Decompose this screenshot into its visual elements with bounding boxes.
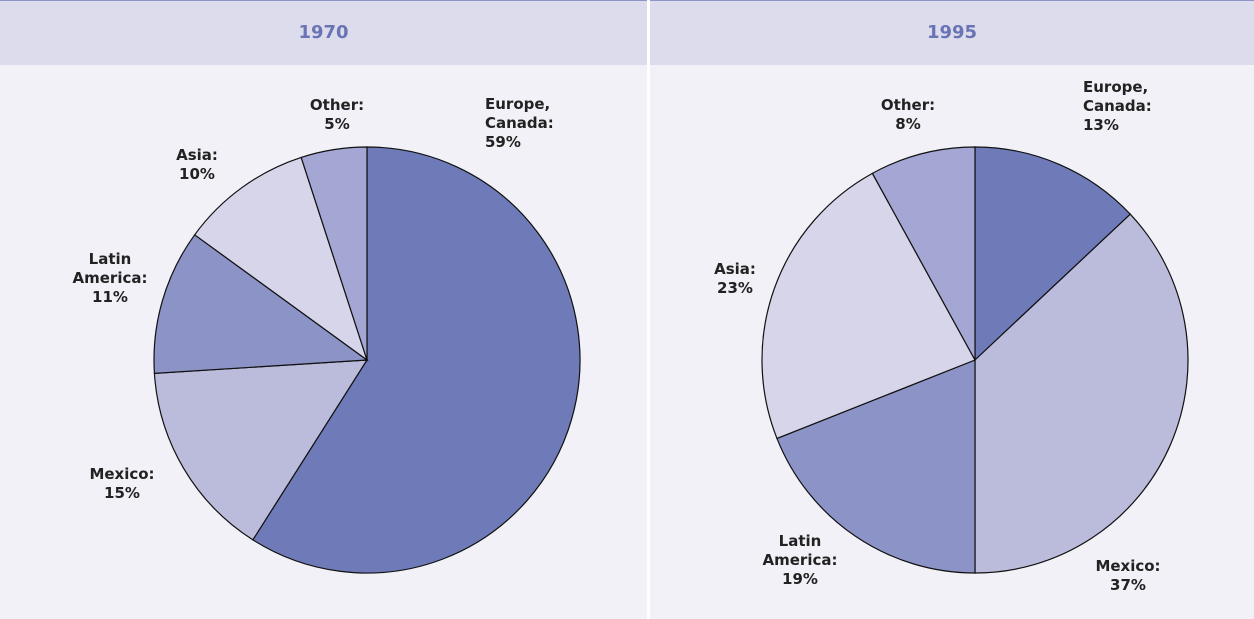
category-label: Europe, Canada: [1083,78,1152,115]
pie-slice [193,156,369,362]
category-label: Asia: [176,146,218,164]
slice-label: Other: 8% [881,96,935,134]
slice-label: Europe, Canada: 13% [1083,78,1152,135]
value-label: 13% [1083,116,1119,134]
slice-label: Mexico: 15% [89,465,154,503]
category-label: Asia: [714,260,756,278]
chart-title: 1995 [650,0,1254,65]
category-label: Other: [880,96,936,114]
chart-title: 1970 [0,0,647,65]
category-label: Europe, Canada: [485,95,554,132]
category-label: Latin America: [762,532,838,569]
pie-slice [153,359,369,541]
value-label: 11% [92,288,128,306]
category-label: Mexico: [1095,557,1161,575]
category-label: Latin America: [72,250,148,287]
pie-slice [871,146,976,361]
category-label: Other: [309,96,365,114]
slice-label: Mexico: 37% [1095,557,1160,595]
slice-label: Asia: 23% [714,260,756,298]
value-label: 59% [485,133,521,151]
pie-slice [761,172,976,440]
slice-label: Latin America: 11% [73,250,148,307]
slice-label: Europe, Canada: 59% [485,95,554,152]
pie-slice [300,146,368,361]
value-label: 10% [179,165,215,183]
pie-slice [153,233,369,375]
pie-slice [776,359,976,574]
category-label: Mexico: [89,465,155,483]
pie-slice [974,146,1132,362]
slice-label: Latin America: 19% [763,532,838,589]
value-label: 23% [717,279,753,297]
slice-label: Other: 5% [310,96,364,134]
value-label: 19% [782,570,818,588]
slice-label: Asia: 10% [176,146,218,184]
value-label: 37% [1110,576,1146,594]
pie-slice [974,213,1189,574]
value-label: 5% [324,115,350,133]
value-label: 15% [104,484,140,502]
pie-slice [252,146,581,574]
value-label: 8% [895,115,921,133]
